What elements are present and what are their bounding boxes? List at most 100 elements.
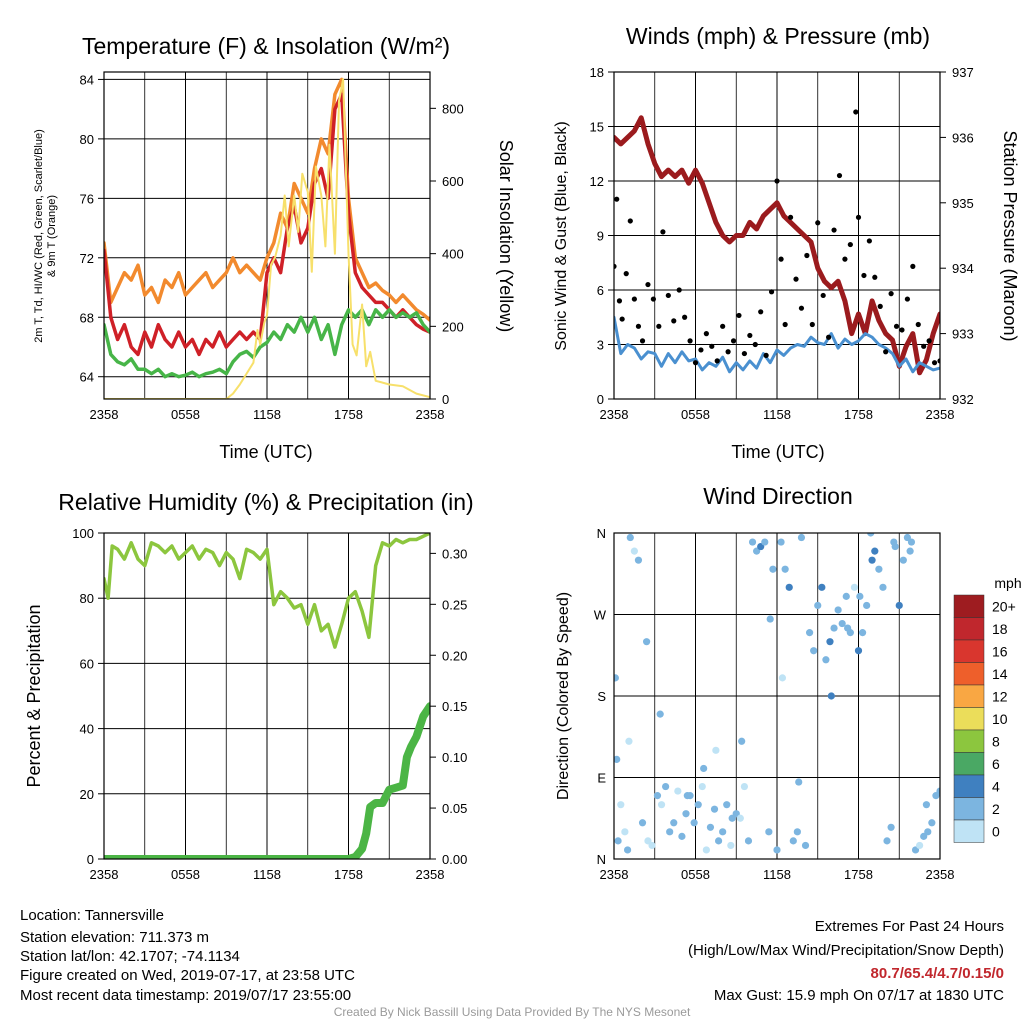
temperature-y-tick-label: 72 [80,251,94,266]
winds-gust-point [698,347,704,353]
direction-point [683,792,691,800]
colorbar-label: 12 [992,688,1008,704]
footer-created: Figure created on Wed, 2019-07-17, at 23… [20,967,355,984]
direction-point [875,565,883,573]
direction-point [871,547,879,555]
winds-x-tick-label: 2358 [600,407,629,422]
temperature-y-tick-label: 68 [80,310,94,325]
direction-point [867,533,875,537]
winds-y-tick-label: 9 [597,229,604,244]
colorbar-swatch [953,819,985,843]
winds-y-tick-label: 0 [597,392,604,407]
humidity-y-tick-label: 60 [80,656,94,671]
humidity-frame [103,532,431,860]
direction-point [634,556,643,564]
winds-gust-point [915,321,921,328]
winds-gust-point [635,323,642,329]
winds-gust-point [660,229,666,235]
direction-y-tick-label: S [597,689,606,704]
winds-gust-point [910,263,916,269]
winds-gust-point [631,296,637,302]
extremes-subtitle: (High/Low/Max Wind/Precipitation/Snow De… [688,942,1004,959]
direction-title: Wind Direction [703,483,853,509]
direction-point [728,814,736,822]
direction-point [656,710,664,718]
winds-gust-point [774,178,780,184]
direction-point [916,841,924,850]
colorbar-label: 8 [992,733,1000,749]
direction-point [922,801,931,809]
direction-frame [613,532,941,860]
direction-point [617,801,625,809]
winds-y-tick-label: 3 [597,338,604,353]
winds-x-tick-label: 0558 [681,407,710,422]
direction-point [727,841,735,850]
winds-gust-point [692,360,699,366]
direction-point [924,828,932,836]
winds-title: Winds (mph) & Pressure (mb) [626,23,930,49]
temperature-series-line [104,308,430,379]
winds-gust-point [758,309,764,315]
direction-point [936,787,940,795]
temperature-y2-tick-label: 200 [442,319,464,334]
humidity-y-tick-label: 100 [72,526,94,541]
colorbar-unit: mph [994,575,1021,591]
direction-point [690,819,698,827]
direction-point [643,638,651,646]
humidity-y-tick-label: 20 [80,787,94,802]
winds-panel: Winds (mph) & Pressure (mb) Sonic Wind &… [553,23,1020,462]
humidity-x-tick-label: 2358 [416,867,445,882]
direction-point [887,823,895,831]
colorbar-label: 2 [992,801,1000,817]
temperature-series-line [104,92,430,357]
temperature-x-tick-label: 2358 [416,407,445,422]
temperature-x-tick-label: 0558 [171,407,200,422]
direction-point [761,538,769,546]
direction-point [785,583,793,591]
winds-gust-point [855,214,862,220]
winds-gust-point [931,360,938,366]
direction-point [706,823,715,831]
humidity-y-tick-label: 80 [80,591,94,606]
direction-point [834,606,842,614]
winds-gust-point [656,323,662,329]
direction-point [630,547,638,555]
direction-point [710,805,719,813]
colorbar-swatch [953,797,985,821]
humidity-x-tick-label: 0558 [171,867,200,882]
winds-gust-point [883,349,889,355]
direction-points [614,533,940,854]
winds-x-tick-label: 1158 [763,407,791,422]
winds-gust-point [836,172,843,179]
direction-point [826,638,834,646]
temperature-y-tick-label: 76 [80,191,94,206]
direction-point [657,801,666,809]
direction-point [907,538,916,546]
direction-point [895,601,903,610]
winds-gust-point [842,256,848,262]
winds-y2-tick-label: 934 [952,261,974,276]
direction-x-tick-label: 2358 [600,867,629,882]
winds-gust-point [752,341,758,348]
temperature-title: Temperature (F) & Insolation (W/m²) [82,33,450,59]
winds-y2-tick-label: 935 [952,196,974,211]
direction-point [653,792,662,800]
humidity-y2-tick-label: 0.30 [442,546,467,561]
direction-point [670,819,678,827]
humidity-ylabel-left: Percent & Precipitation [24,604,44,787]
direction-point [625,737,633,745]
winds-gust-point [877,303,883,309]
winds-gust-point [619,316,625,322]
temperature-y2-tick-label: 400 [442,247,464,262]
temperature-ylabel-left-line2: & 9m T (Orange) [46,195,58,277]
colorbar-label: 6 [992,756,1000,772]
credit-line: Created By Nick Bassill Using Data Provi… [333,1005,691,1019]
colorbar-label: 16 [992,643,1008,659]
colorbar-swatch [953,707,985,731]
colorbar-swatch [953,752,985,776]
humidity-y2-tick-label: 0.05 [442,801,467,816]
direction-point [789,837,797,845]
winds-gust-point [703,331,709,337]
winds-gust-point [645,281,651,288]
temperature-y-tick-label: 80 [80,132,94,147]
